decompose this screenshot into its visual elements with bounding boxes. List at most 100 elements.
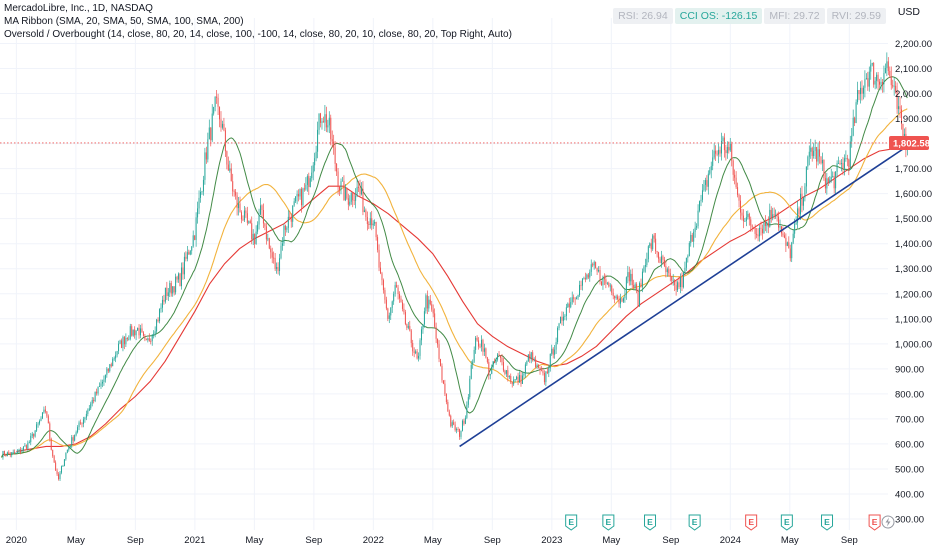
candle-body	[93, 400, 95, 402]
candle-body	[202, 179, 204, 192]
candle-body	[677, 282, 679, 291]
candle-body	[889, 70, 891, 77]
candle-body	[243, 210, 245, 221]
candle-body	[565, 307, 567, 317]
candle-body	[393, 293, 395, 302]
candle-body	[445, 393, 447, 403]
candle-body	[807, 156, 809, 167]
candle-body	[112, 358, 114, 367]
candle-body	[549, 353, 551, 369]
candle-body	[315, 151, 317, 159]
candle-body	[322, 121, 324, 123]
candle-body	[344, 187, 346, 201]
candle-body	[134, 329, 136, 336]
candle-body	[513, 379, 515, 385]
candle-body	[671, 276, 673, 281]
candle-body	[881, 81, 883, 85]
candle-body	[587, 274, 589, 278]
candle-body	[647, 246, 649, 260]
candle-body	[848, 159, 850, 168]
candle-body	[759, 227, 761, 237]
candle-body	[801, 193, 803, 206]
candle-body	[189, 250, 191, 255]
oversold-overbought-label[interactable]: Oversold / Overbought (14, close, 80, 20…	[4, 29, 512, 40]
candle-body	[317, 129, 319, 152]
candle-body	[696, 226, 698, 228]
candle-body	[524, 364, 526, 374]
candle-body	[470, 364, 472, 379]
candle-body	[770, 209, 772, 218]
symbol-title[interactable]: MercadoLibre, Inc., 1D, NASDAQ	[4, 3, 153, 14]
candle-body	[240, 212, 242, 220]
candle-body	[44, 409, 46, 412]
candle-body	[813, 150, 815, 156]
y-tick-label: 2,000.00	[895, 89, 932, 100]
candle-body	[161, 299, 163, 308]
candle-body	[699, 201, 701, 211]
candle-body	[712, 157, 714, 166]
candle-body	[295, 196, 297, 202]
candle-body	[747, 213, 749, 218]
candle-body	[839, 163, 841, 164]
candle-body	[197, 208, 199, 218]
candle-body	[216, 96, 218, 98]
sma200-line	[16, 143, 908, 452]
time-axis[interactable]: 2020 May Sep 2021 May Sep 2022 May Sep 2023 May Sep…	[6, 535, 858, 546]
candle-body	[510, 376, 512, 383]
candle-body	[810, 147, 812, 152]
candle-body	[349, 201, 351, 205]
candle-body	[118, 343, 120, 352]
candle-body	[726, 147, 728, 154]
currency-label[interactable]: USD	[897, 6, 920, 18]
candle-body	[545, 371, 547, 383]
candle-body	[561, 316, 563, 321]
candle-body	[41, 412, 43, 419]
candle-body	[426, 295, 428, 309]
candle-body	[377, 237, 379, 250]
y-tick-label: 2,200.00	[895, 39, 932, 50]
y-tick-label: 1,400.00	[895, 239, 932, 250]
candle-body	[330, 117, 332, 140]
candle-body	[451, 422, 453, 427]
candle-body	[753, 227, 755, 229]
candle-body	[804, 186, 806, 198]
candle-body	[459, 429, 461, 437]
candle-body	[521, 375, 523, 384]
candle-body	[444, 383, 446, 394]
candle-body	[571, 297, 573, 303]
candle-body	[372, 223, 374, 226]
candle-body	[362, 189, 364, 213]
candle-body	[151, 334, 153, 342]
candle-body	[706, 180, 708, 187]
candle-body	[814, 147, 816, 151]
candle-body	[194, 235, 196, 240]
trendline[interactable]	[459, 145, 908, 448]
ma-ribbon-label[interactable]: MA Ribbon (SMA, 20, SMA, 50, SMA, 100, S…	[4, 16, 244, 27]
x-tick-label: Sep	[841, 535, 858, 546]
candle-body	[122, 336, 124, 348]
candle-body	[308, 176, 310, 188]
candle-body	[450, 415, 452, 427]
candle-body	[63, 459, 65, 467]
last-price-line: 1,802.58	[0, 135, 930, 150]
candle-body	[94, 391, 96, 402]
candle-body	[643, 266, 645, 272]
candle-body	[396, 285, 398, 288]
candle-body	[50, 439, 52, 450]
price-axis[interactable]: 300.00 400.00 500.00 600.00 700.00 800.00 900.…	[895, 39, 932, 526]
candle-body	[296, 194, 298, 197]
candle-body	[829, 179, 831, 183]
candle-body	[742, 215, 744, 222]
rvi-badge: RVI: 29.59	[826, 8, 886, 24]
candle-body	[422, 324, 424, 330]
candle-body	[239, 203, 241, 213]
candle-body	[523, 373, 525, 376]
candle-body	[438, 344, 440, 359]
candle-body	[166, 287, 168, 296]
candle-body	[160, 307, 162, 310]
candle-body	[144, 335, 146, 340]
candle-body	[792, 233, 794, 243]
candle-body	[96, 391, 98, 394]
